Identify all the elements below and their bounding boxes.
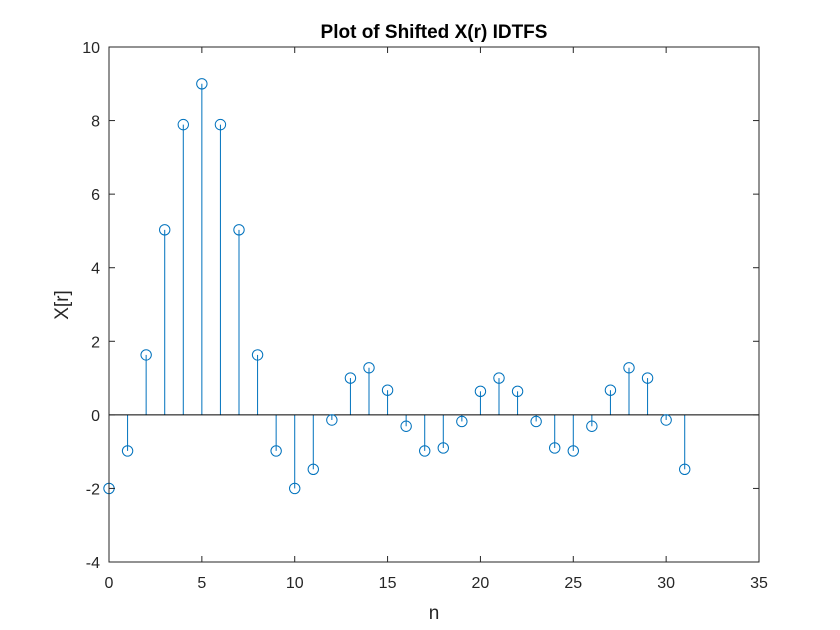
stem-marker (289, 482, 301, 495)
x-tick-label: 25 (564, 575, 582, 592)
stem-marker (344, 372, 357, 384)
stem-marker (623, 362, 635, 374)
stem-marker (140, 349, 152, 361)
stem-marker (214, 118, 227, 131)
stem-marker (549, 442, 561, 454)
stem-marker (493, 372, 505, 384)
x-tick-label: 30 (657, 575, 675, 592)
stem-marker (530, 415, 542, 428)
stem-marker (326, 414, 338, 426)
stem-marker (159, 224, 171, 236)
chart-title: Plot of Shifted X(r) IDTFS (321, 22, 548, 43)
stem-marker (567, 445, 579, 457)
stem-marker (586, 420, 598, 432)
stem-marker (474, 385, 487, 398)
x-axis-label: n (429, 603, 440, 624)
stem-marker (270, 445, 282, 457)
stems-layer (108, 83, 686, 489)
stem-marker (437, 442, 449, 454)
x-tick-label: 15 (379, 575, 397, 592)
x-tick-label: 20 (472, 575, 490, 592)
y-axis-label: X[r] (52, 290, 73, 320)
stem-marker (679, 463, 691, 475)
stem-marker (400, 420, 412, 432)
x-tick-label: 0 (105, 575, 114, 592)
ticks-layer: 0 5 10 15 20 25 30 35 -4 -2 0 2 4 6 8 10 (82, 40, 768, 592)
y-tick-label: 6 (91, 187, 100, 204)
stem-marker (121, 445, 134, 457)
plot-area (109, 47, 759, 562)
y-tick-label: -2 (86, 481, 100, 498)
stem-marker (419, 445, 431, 457)
stem-marker (251, 349, 264, 361)
stem-marker (456, 415, 468, 428)
stem-marker (641, 372, 654, 384)
y-tick-label: 8 (91, 114, 100, 131)
y-tick-label: -4 (86, 555, 100, 572)
stem-marker (233, 224, 245, 236)
stem-marker (177, 118, 189, 131)
axes-box (108, 46, 760, 563)
stem-marker (307, 463, 319, 475)
stem-marker (660, 414, 672, 426)
x-tick-label: 10 (286, 575, 304, 592)
markers-layer (103, 78, 691, 495)
y-tick-label: 2 (91, 334, 100, 351)
stem-marker (196, 78, 208, 90)
stem-marker (511, 385, 524, 398)
stem-marker (363, 362, 375, 374)
x-tick-label: 35 (750, 575, 768, 592)
y-tick-label: 4 (91, 261, 100, 278)
x-tick-label: 5 (197, 575, 206, 592)
stem-marker (604, 384, 617, 396)
y-tick-label: 10 (82, 40, 100, 57)
stem-marker (381, 384, 394, 396)
y-tick-label: 0 (91, 408, 100, 425)
